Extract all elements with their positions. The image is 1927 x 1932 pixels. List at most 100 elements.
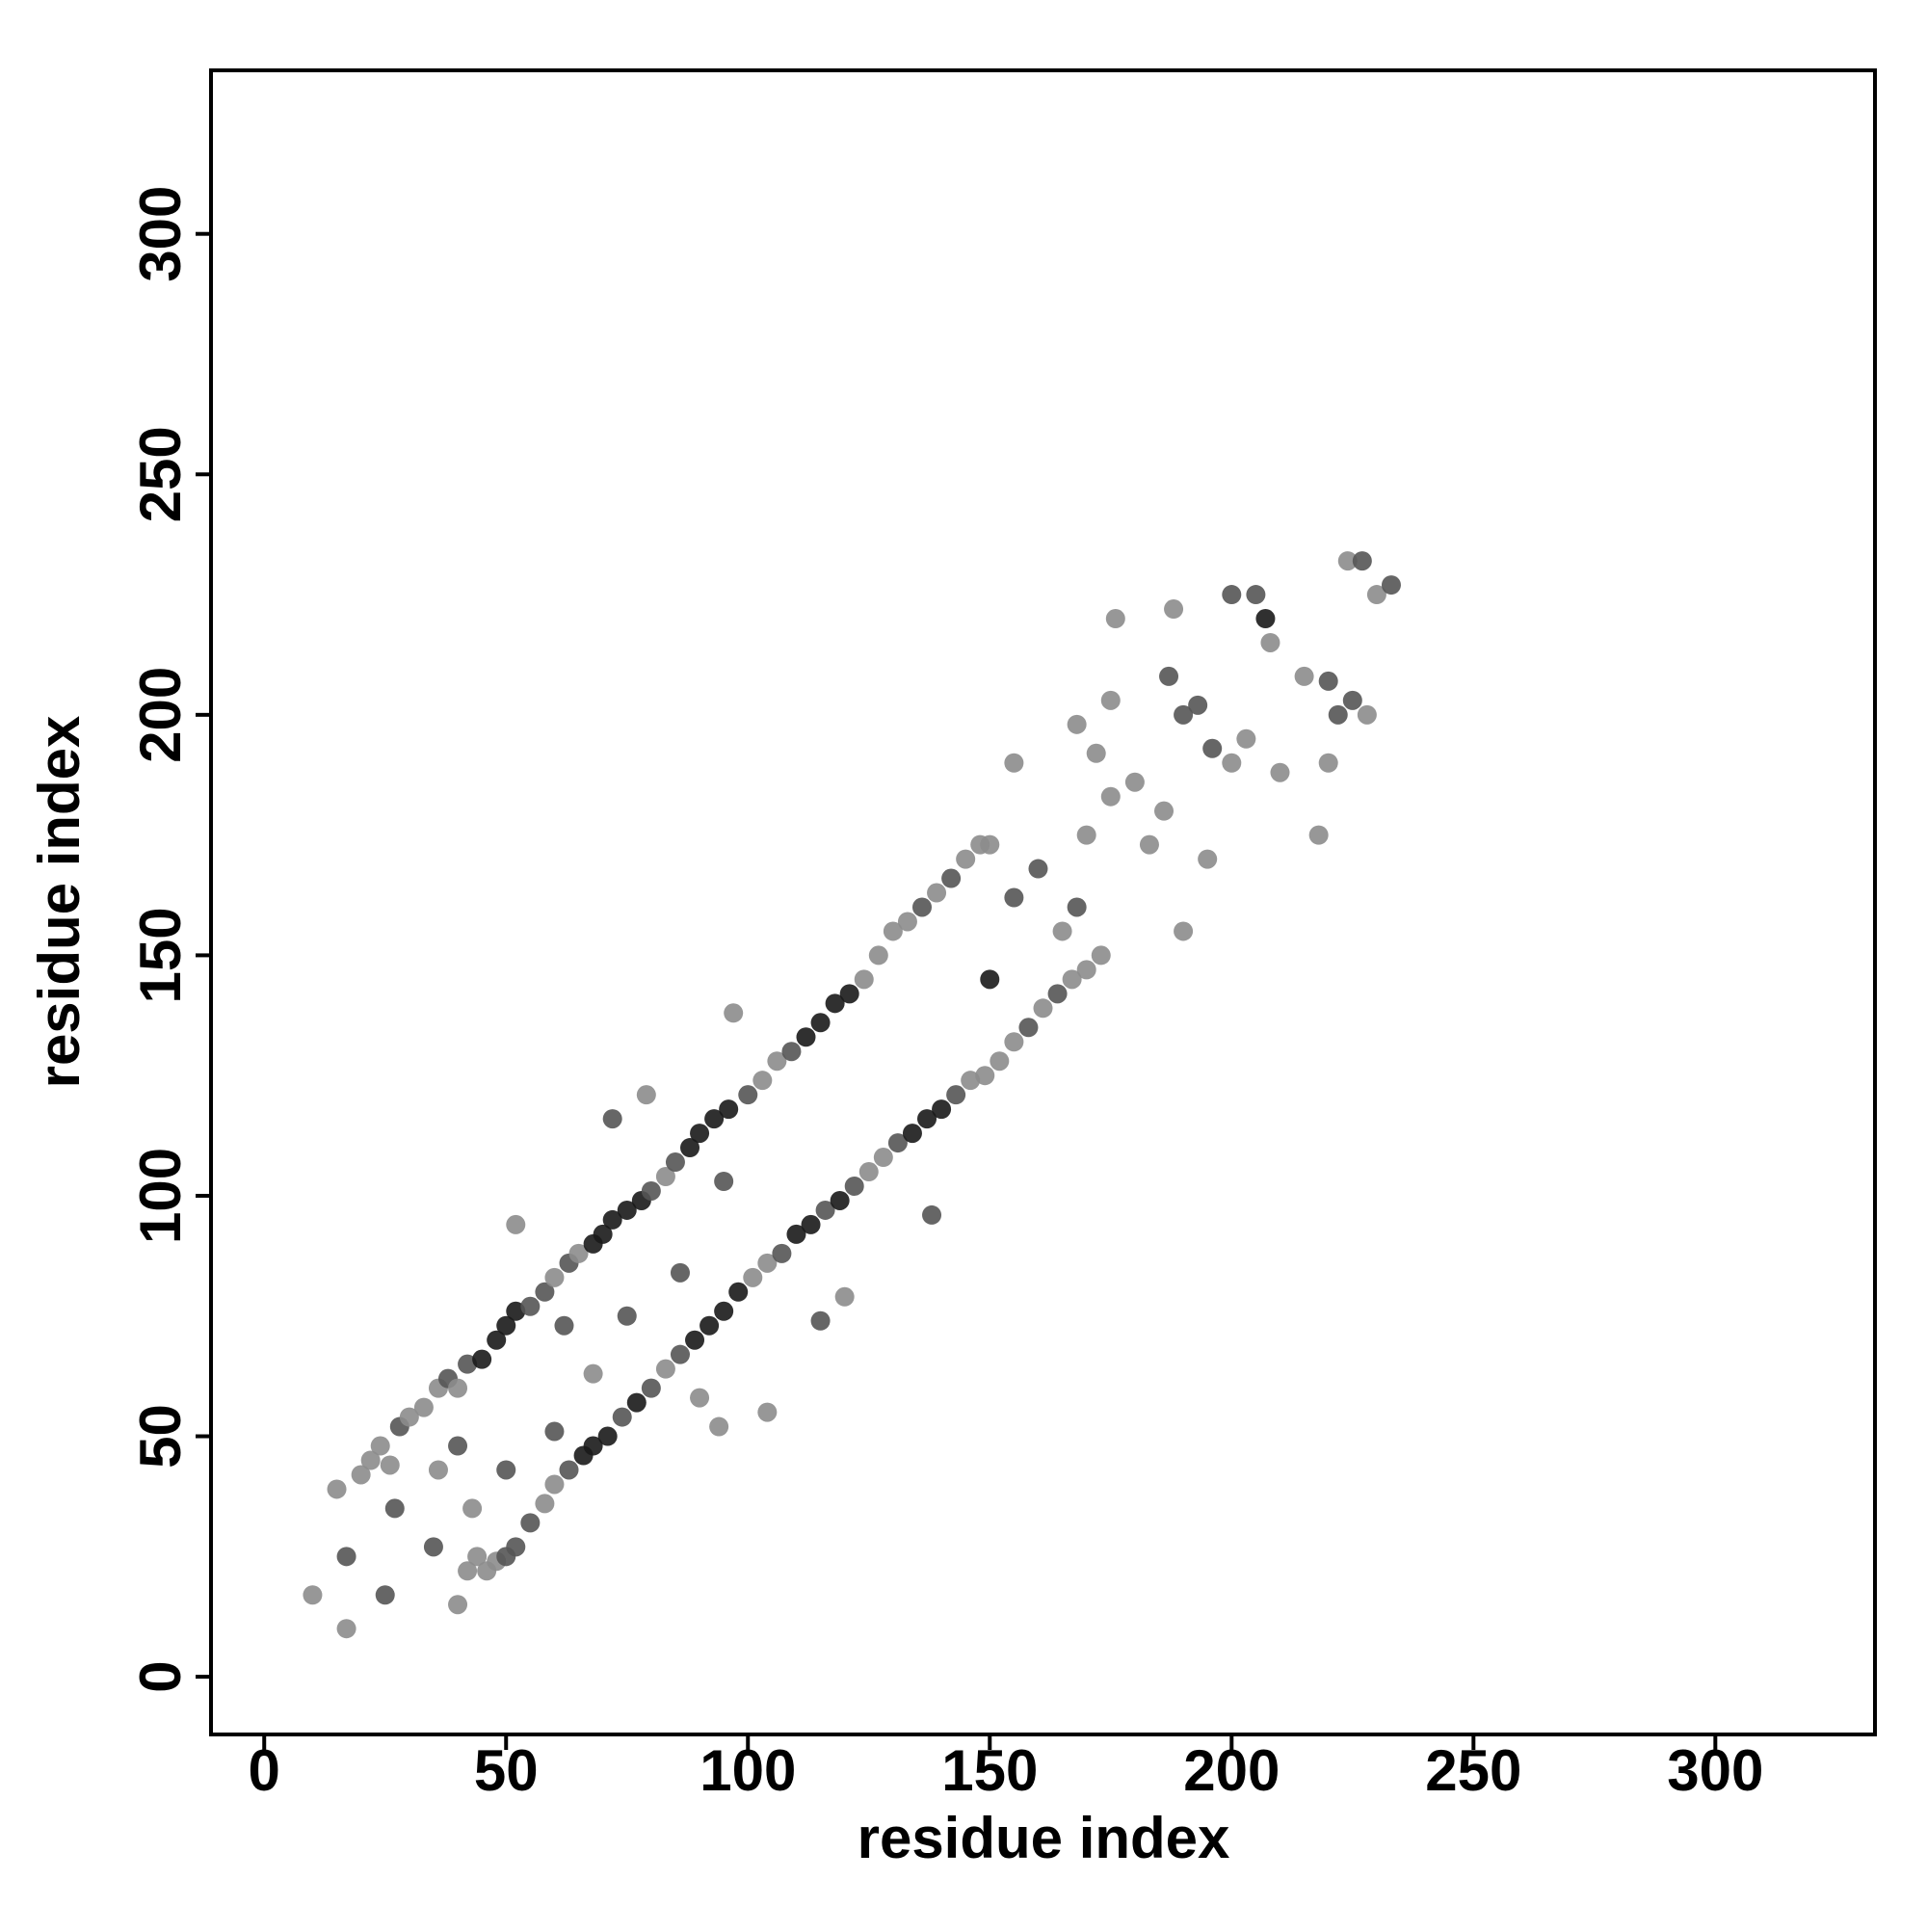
point — [738, 1085, 758, 1105]
point — [559, 1460, 579, 1480]
point — [1086, 743, 1106, 763]
point — [448, 1378, 468, 1398]
point — [1342, 690, 1362, 710]
point — [1062, 969, 1082, 990]
point — [1236, 728, 1256, 749]
point — [1004, 1032, 1024, 1052]
point — [1294, 666, 1314, 686]
point — [597, 1426, 618, 1446]
point — [496, 1315, 516, 1336]
point — [496, 1460, 516, 1480]
point — [1174, 704, 1194, 725]
point — [709, 1416, 729, 1437]
point — [641, 1180, 661, 1201]
point — [641, 1378, 661, 1398]
point — [1318, 671, 1338, 691]
point — [1139, 834, 1159, 855]
point — [544, 1474, 565, 1495]
x-tick-label: 300 — [1667, 1738, 1763, 1803]
point — [626, 1392, 647, 1413]
point — [568, 1243, 589, 1263]
point — [975, 1066, 995, 1086]
point — [413, 1397, 434, 1417]
point — [544, 1421, 565, 1442]
point — [1318, 753, 1338, 773]
point — [1357, 704, 1377, 725]
point — [506, 1537, 526, 1557]
point — [1033, 998, 1053, 1019]
point — [1366, 585, 1386, 605]
point — [487, 1330, 507, 1350]
y-tick-label: 100 — [128, 1148, 193, 1244]
point — [685, 1330, 705, 1350]
point — [796, 1027, 816, 1047]
point — [535, 1494, 555, 1514]
point — [1100, 690, 1121, 710]
point — [810, 1310, 831, 1331]
point — [897, 912, 917, 932]
point — [1004, 753, 1024, 773]
point — [961, 1071, 981, 1091]
point — [844, 1176, 864, 1196]
point — [336, 1619, 356, 1639]
point — [883, 921, 903, 941]
x-tick-label: 0 — [249, 1738, 280, 1803]
point — [303, 1585, 323, 1605]
point — [423, 1537, 443, 1557]
point — [612, 1407, 632, 1427]
point — [956, 849, 976, 869]
point — [593, 1224, 613, 1244]
point — [1091, 945, 1111, 966]
point — [1076, 960, 1096, 980]
point — [617, 1200, 637, 1220]
point — [1255, 609, 1276, 629]
y-tick-label: 150 — [128, 907, 193, 1003]
point — [1076, 825, 1096, 845]
point — [670, 1344, 690, 1364]
point — [351, 1465, 371, 1485]
point — [980, 834, 1000, 855]
point — [458, 1354, 478, 1374]
point — [868, 945, 888, 966]
point — [1260, 632, 1280, 652]
point — [520, 1513, 541, 1533]
point — [927, 883, 947, 903]
point — [873, 1148, 893, 1168]
point — [1067, 714, 1087, 734]
point — [680, 1138, 700, 1158]
point — [1352, 551, 1372, 571]
point — [655, 1359, 675, 1379]
point — [815, 1200, 835, 1220]
point — [467, 1547, 488, 1567]
point — [767, 1051, 787, 1072]
point — [990, 1051, 1010, 1072]
y-tick-label: 50 — [128, 1404, 193, 1469]
point — [602, 1109, 622, 1129]
point — [1052, 921, 1072, 941]
point — [719, 1099, 739, 1120]
point — [665, 1152, 685, 1173]
point — [583, 1363, 603, 1384]
point — [1337, 551, 1358, 571]
x-tick-label: 50 — [474, 1738, 539, 1803]
point — [617, 1306, 637, 1326]
point — [834, 1286, 855, 1307]
point — [1159, 666, 1179, 686]
point — [1328, 704, 1348, 725]
point — [506, 1214, 526, 1234]
point — [360, 1450, 381, 1470]
point — [757, 1402, 778, 1422]
point — [399, 1407, 419, 1427]
point — [1018, 1018, 1039, 1038]
point — [1124, 772, 1145, 792]
point — [922, 1204, 942, 1225]
point — [786, 1224, 806, 1244]
point — [887, 1133, 908, 1153]
point — [1174, 921, 1194, 941]
point — [1100, 786, 1121, 807]
point — [1246, 585, 1266, 605]
point — [858, 1162, 879, 1182]
